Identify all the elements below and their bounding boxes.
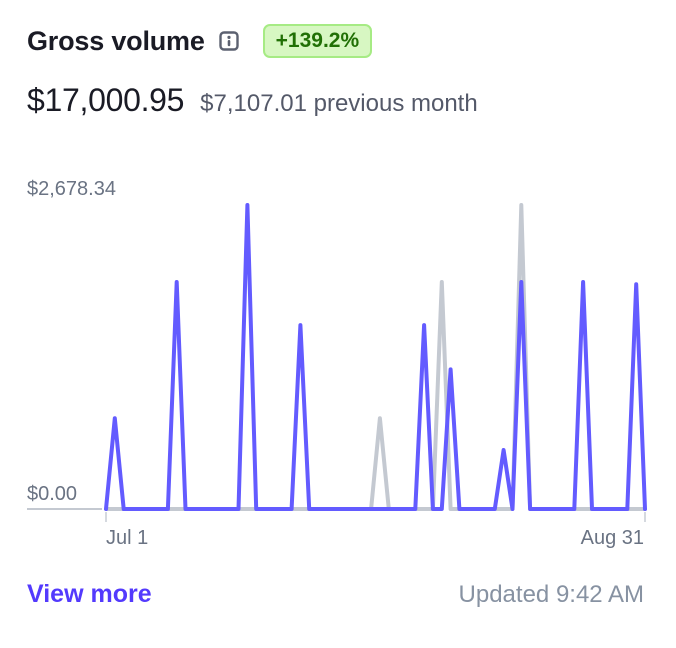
chart-plot <box>27 203 647 522</box>
current-amount: $17,000.95 <box>27 82 185 118</box>
y-axis-min-label: $0.00 <box>27 483 78 505</box>
previous-period-line <box>104 203 647 511</box>
current-period-line <box>104 203 647 511</box>
card-header: Gross volume +139.2% <box>27 24 373 58</box>
card-footer: View more Updated 9:42 AM <box>27 580 644 609</box>
gross-volume-chart[interactable]: $2,678.34 $0.00 Jul 1 Aug 31 <box>0 170 676 560</box>
view-more-link[interactable]: View more <box>27 580 152 608</box>
x-axis-end-label: Aug 31 <box>580 527 644 549</box>
change-badge: +139.2% <box>262 24 373 58</box>
amounts-row: $17,000.95 $7,107.01 previous month <box>27 82 478 119</box>
previous-amount: $7,107.01 previous month <box>200 90 478 117</box>
y-axis-max-label: $2,678.34 <box>27 178 116 200</box>
card-title: Gross volume <box>27 25 205 56</box>
updated-timestamp: Updated 9:42 AM <box>458 580 644 608</box>
info-icon[interactable] <box>218 31 239 51</box>
x-axis-start-label: Jul 1 <box>106 527 149 549</box>
